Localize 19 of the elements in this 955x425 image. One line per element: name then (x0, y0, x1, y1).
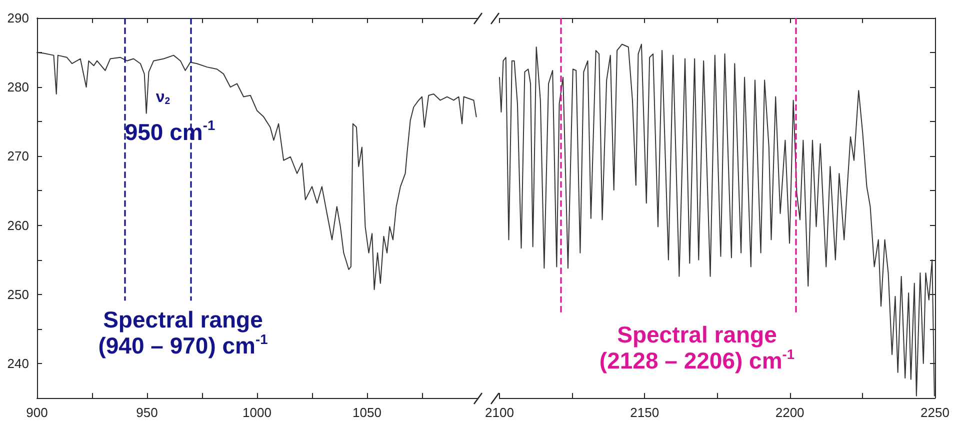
annotation: ν$_{2}$ (156, 88, 170, 108)
y-tick-label: 260 (7, 218, 29, 233)
y-tick-label: 270 (7, 148, 29, 164)
x-tick-label: 2150 (630, 405, 660, 420)
y-tick-label: 250 (7, 286, 29, 302)
annotation: Spectral range (2128 – 2206) cm$^{-1}$ (599, 322, 795, 374)
x-tick-label: 2250 (920, 405, 950, 420)
x-tick-label: 900 (26, 405, 48, 420)
line-series (36, 52, 477, 290)
x-tick-label: 2100 (485, 405, 514, 420)
x-tick-label: 2200 (775, 405, 804, 420)
y-tick-label: 290 (7, 10, 29, 26)
x-tick-label: 1000 (242, 405, 272, 420)
y-tick-label: 240 (7, 356, 29, 371)
annotation: 950 cm$^{-1}$ (124, 118, 216, 146)
annotation: Spectral range (940 – 970) cm$^{-1}$ (98, 306, 268, 360)
x-tick-label: 1050 (352, 405, 382, 420)
y-tick-label: 280 (7, 80, 29, 95)
x-tick-label: 950 (136, 405, 158, 420)
